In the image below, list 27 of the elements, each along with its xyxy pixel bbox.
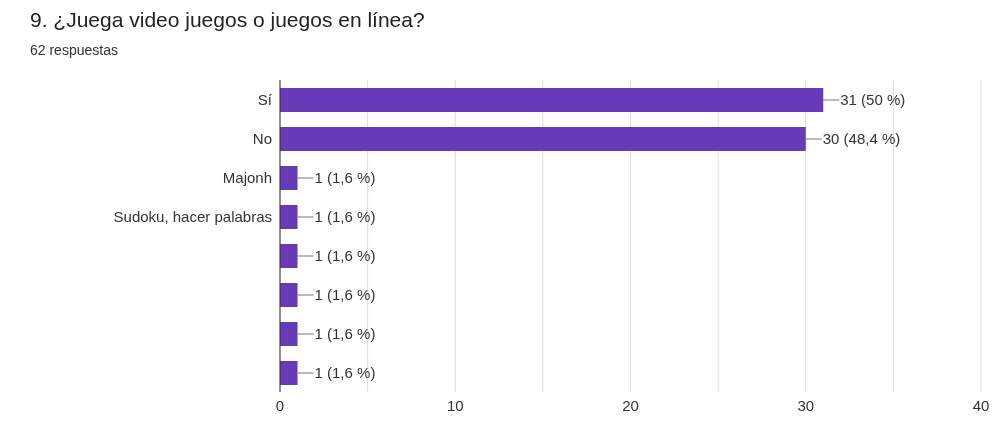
x-tick-label: 40 — [972, 396, 990, 414]
y-tick-label: Majonh — [222, 168, 272, 186]
data-label: 30 (48,4 %) — [822, 130, 901, 148]
x-tick-label: 30 — [797, 396, 815, 414]
data-label: 1 (1,6 %) — [314, 247, 376, 265]
bar — [280, 88, 824, 112]
x-tick-label: 10 — [446, 396, 464, 414]
text: 62 respuestas — [30, 42, 119, 58]
bar — [280, 361, 298, 385]
data-label: 1 (1,6 %) — [314, 286, 376, 304]
chart-title: 9. ¿Juega video juegos o juegos en línea? — [30, 8, 426, 32]
bar — [280, 244, 298, 268]
x-tick-label: 20 — [622, 396, 639, 414]
bar — [280, 166, 298, 190]
data-label: 31 (50 %) — [840, 91, 906, 109]
data-label: 1 (1,6 %) — [314, 208, 376, 226]
y-tick-label: No — [252, 129, 272, 147]
data-label: 1 (1,6 %) — [314, 169, 376, 187]
data-label: 1 (1,6 %) — [314, 325, 376, 343]
data-label: 1 (1,6 %) — [314, 364, 376, 382]
x-tick-label: 0 — [275, 396, 285, 414]
bar — [280, 127, 806, 151]
bar — [280, 322, 298, 346]
bar — [280, 283, 298, 307]
y-tick-label: Sí — [257, 90, 273, 108]
y-tick-label: Sudoku, hacer palabras — [113, 207, 272, 225]
bar — [280, 205, 298, 229]
